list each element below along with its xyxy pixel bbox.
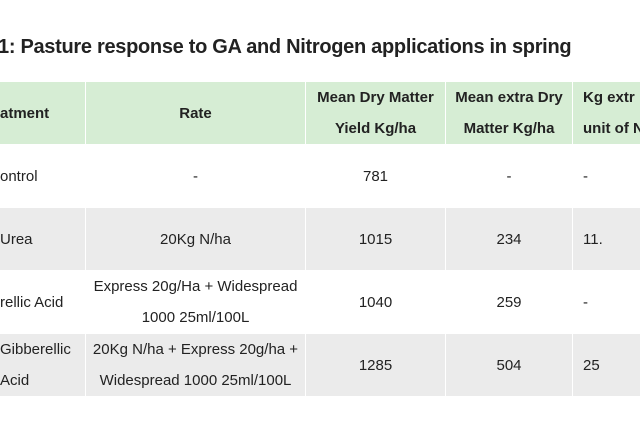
table-cell: ontrol bbox=[0, 167, 38, 185]
header-cell: Rate bbox=[85, 82, 305, 144]
header-cell: Kg extr unit of N bbox=[572, 82, 640, 144]
header-cell: Mean Dry Matter Yield Kg/ha bbox=[305, 82, 445, 144]
table-cell: - bbox=[85, 145, 305, 207]
table-row: Urea 20Kg N/ha 1015 234 11. bbox=[0, 208, 640, 270]
table-cell: Urea bbox=[0, 230, 33, 248]
table-cell: - bbox=[572, 145, 640, 207]
table-cell: 781 bbox=[305, 145, 445, 207]
header-cell: atment bbox=[0, 104, 50, 122]
table-row: ontrol -781- - bbox=[0, 145, 640, 207]
table-cell: 1040 bbox=[305, 271, 445, 333]
table-row: Gibberellic Acid 20Kg N/ha + Express 20g/… bbox=[0, 334, 640, 396]
table-cell: 504 bbox=[445, 334, 572, 396]
table-cell: 234 bbox=[445, 208, 572, 270]
table-cell: Gibberellic Acid bbox=[0, 341, 71, 389]
table-cell: 1015 bbox=[305, 208, 445, 270]
header-cell: Mean extra Dry Matter Kg/ha bbox=[445, 82, 572, 144]
table-cell: 20Kg N/ha + Express 20g/ha + Widespread … bbox=[85, 334, 305, 396]
table-cell: 1285 bbox=[305, 334, 445, 396]
table-cell: rellic Acid bbox=[0, 293, 64, 311]
table-cell: 259 bbox=[445, 271, 572, 333]
table-cell: Express 20g/Ha + Widespread 1000 25ml/10… bbox=[85, 271, 305, 333]
table-cell: - bbox=[572, 271, 640, 333]
table-title: 1: Pasture response to GA and Nitrogen a… bbox=[0, 36, 572, 58]
table-cell: 11. bbox=[572, 208, 640, 270]
table-cell: 25 bbox=[572, 334, 640, 396]
table-row: rellic Acid Express 20g/Ha + Widespread 1… bbox=[0, 271, 640, 333]
table-row: atment Rate Mean Dry Matter Yield Kg/ha Mea… bbox=[0, 82, 640, 144]
table-cell: - bbox=[445, 145, 572, 207]
table-cell: 20Kg N/ha bbox=[85, 208, 305, 270]
